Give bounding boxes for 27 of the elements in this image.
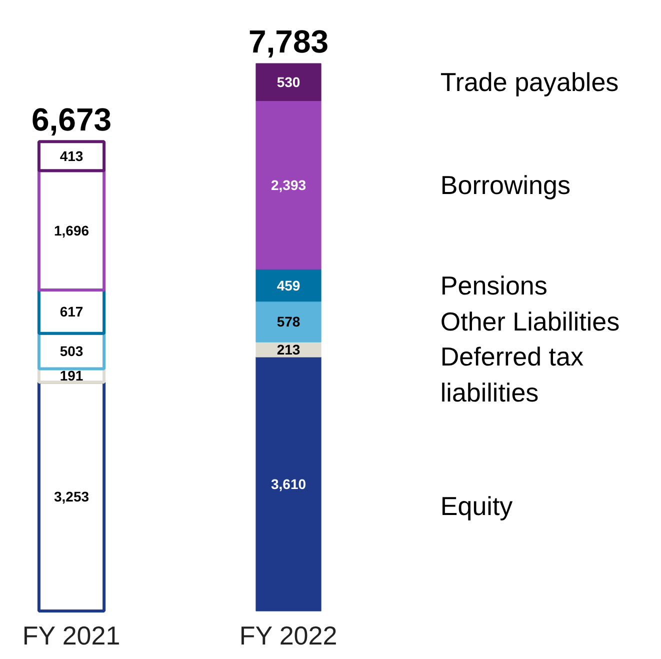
- x-tick-label: FY 2021: [22, 620, 120, 651]
- data-label: 213: [276, 342, 300, 358]
- bar: [256, 63, 322, 102]
- data-label: 3,610: [270, 476, 306, 492]
- text: Pensions: [440, 270, 548, 300]
- bar: [256, 301, 322, 342]
- data-label: 2,393: [270, 176, 306, 193]
- data-label: 617: [60, 304, 84, 320]
- total-label: 6,673: [31, 102, 112, 138]
- text: Borrowings: [440, 170, 570, 200]
- text: Equity: [440, 490, 513, 521]
- x-tick-label: FY 2022: [239, 620, 338, 651]
- text: Other Liabilities: [440, 306, 620, 337]
- data-label: 578: [276, 314, 300, 330]
- bar: [256, 100, 322, 270]
- data-label: 530: [276, 74, 300, 90]
- bar: [256, 268, 322, 302]
- text: Trade payables: [440, 67, 619, 98]
- data-label: 413: [60, 148, 84, 164]
- total-label: 7,783: [248, 24, 329, 60]
- data-label: 3,253: [54, 488, 90, 505]
- data-label: 503: [60, 343, 84, 360]
- text: Deferred tax liabilities: [440, 341, 584, 408]
- data-label: 191: [60, 367, 84, 384]
- data-label: 1,696: [54, 222, 90, 238]
- bar: [256, 356, 322, 612]
- data-label: 459: [276, 277, 300, 294]
